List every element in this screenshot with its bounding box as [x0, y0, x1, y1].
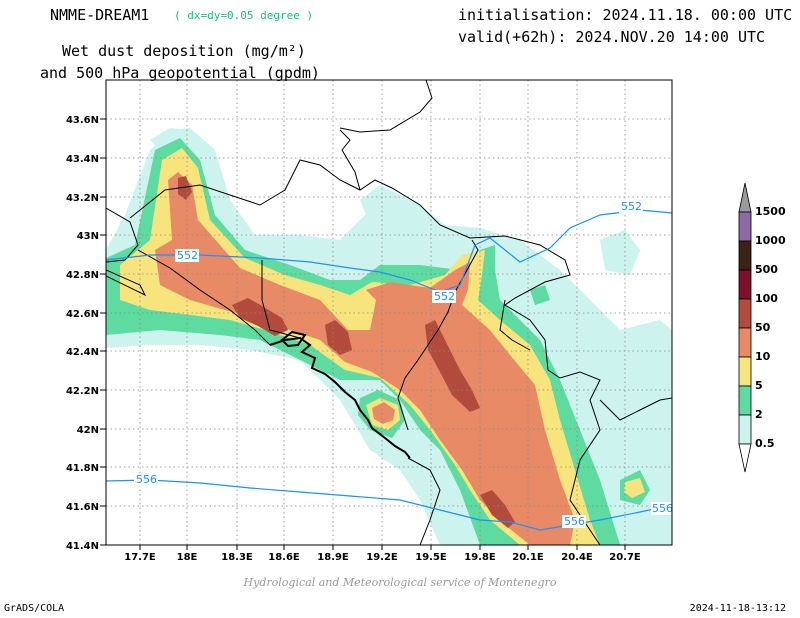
colorbar-swatch [738, 269, 752, 300]
colorbar-label: 1500 [755, 205, 786, 218]
geopotential-contours [106, 209, 672, 531]
contour-label: 556 [136, 473, 157, 486]
coastline [269, 330, 411, 459]
colorbar-label: 0.5 [755, 437, 775, 450]
lat-label: 42.4N [66, 347, 99, 358]
lon-label: 18.6E [268, 552, 300, 563]
colorbar-label: 100 [755, 292, 778, 305]
latitude-axis: 43.6N 43.4N 43.2N 43N 42.8N 42.6N 42.4N … [66, 115, 106, 552]
software-label: GrADS/COLA [4, 603, 65, 614]
colorbar-swatch [738, 356, 752, 387]
valid-time: valid(+62h): 2024.NOV.20 14:00 UTC [458, 28, 766, 46]
lon-label: 18.9E [317, 552, 349, 563]
map-title-line1: Wet dust deposition (mg/m²) [62, 42, 306, 60]
model-name: NMME-DREAM1 [50, 6, 150, 24]
lon-label: 19.8E [464, 552, 496, 563]
contour-label: 556 [564, 515, 585, 528]
lon-label: 19.2E [366, 552, 398, 563]
resolution-note: ( dx=dy=0.05 degree ) [174, 9, 314, 22]
lon-label: 18E [177, 552, 198, 563]
lat-label: 42.6N [66, 309, 99, 320]
deposition-field [106, 128, 672, 545]
contour-label: 552 [177, 249, 198, 262]
credit-line: Hydrological and Meteorological service … [243, 576, 557, 589]
lon-label: 20.1E [512, 552, 544, 563]
lat-label: 42N [77, 425, 99, 436]
lon-label: 20.4E [561, 552, 593, 563]
colorbar-swatch [738, 211, 752, 242]
lat-label: 42.2N [66, 386, 99, 397]
contour-label: 552 [621, 200, 642, 213]
colorbar-label: 50 [755, 321, 771, 334]
colorbar-swatch [738, 298, 752, 329]
colorbar-label: 1000 [755, 234, 786, 247]
lon-label: 20.7E [609, 552, 641, 563]
lat-lon-grid [106, 80, 672, 545]
colorbar-bottom-arrow [738, 443, 752, 473]
colorbar-swatch [738, 414, 752, 445]
contour-label: 552 [434, 290, 455, 303]
timestamp: 2024-11-18-13:12 [689, 603, 786, 614]
colorbar-label: 2 [755, 408, 763, 421]
colorbar: 0.5 2 5 10 50 100 500 1000 1500 [738, 182, 786, 473]
colorbar-top-arrow [738, 182, 752, 213]
lat-label: 43.2N [66, 193, 99, 204]
lat-label: 43.6N [66, 115, 99, 126]
colorbar-label: 10 [755, 350, 771, 363]
country-borders [106, 80, 672, 545]
map-title-line2: and 500 hPa geopotential (gpdm) [40, 64, 320, 82]
lat-label: 42.8N [66, 270, 99, 281]
colorbar-swatch [738, 327, 752, 358]
contour-labels: 552 552 552 556 556 556 [134, 200, 673, 528]
lat-label: 41.4N [66, 541, 99, 552]
lon-label: 17.7E [124, 552, 156, 563]
colorbar-swatch [738, 240, 752, 271]
lat-label: 41.6N [66, 502, 99, 513]
colorbar-label: 500 [755, 263, 778, 276]
contour-label: 556 [652, 502, 673, 515]
longitude-axis: 17.7E 18E 18.3E 18.6E 18.9E 19.2E 19.5E … [124, 545, 641, 563]
lon-label: 19.5E [415, 552, 447, 563]
colorbar-label: 5 [755, 379, 763, 392]
colorbar-swatch [738, 385, 752, 416]
initialisation-time: initialisation: 2024.11.18. 00:00 UTC [458, 6, 793, 24]
lat-label: 43.4N [66, 154, 99, 165]
lat-label: 41.8N [66, 463, 99, 474]
lat-label: 43N [77, 231, 99, 242]
lon-label: 18.3E [221, 552, 253, 563]
